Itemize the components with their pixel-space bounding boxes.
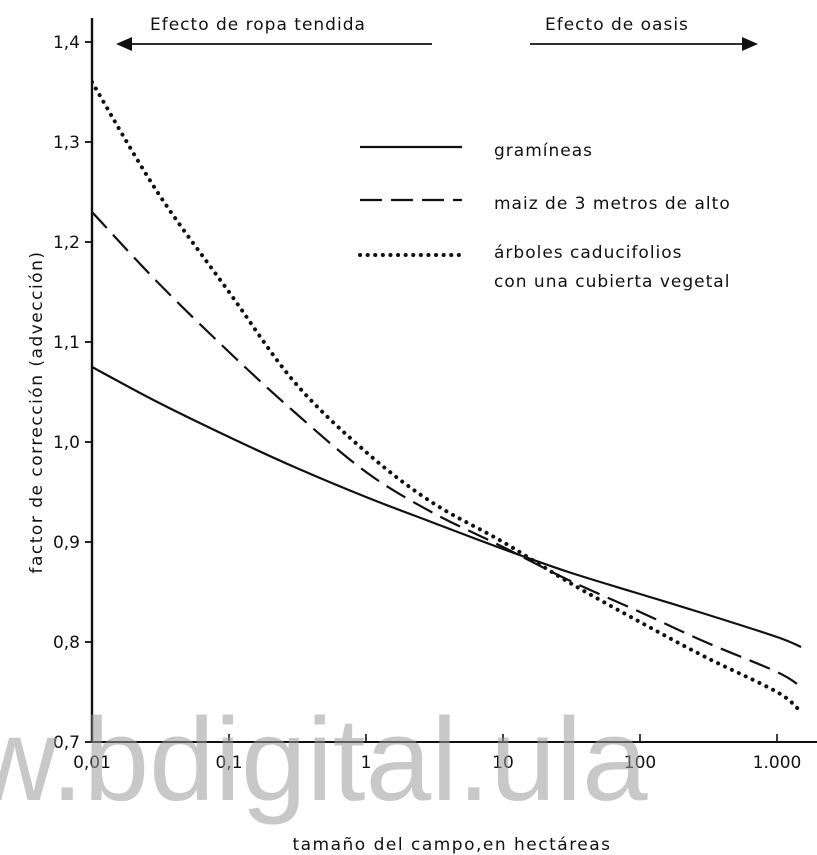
legend-label: gramíneas: [494, 141, 593, 161]
x-tick-label: 100: [624, 753, 656, 773]
legend-label: árboles caducifolios: [494, 243, 683, 263]
header-right-arrowhead: [742, 37, 758, 51]
legend-label: maiz de 3 metros de alto: [494, 194, 731, 214]
axes: [90, 18, 817, 743]
y-tick-label: 1,2: [53, 233, 80, 253]
y-tick-label: 1,4: [53, 33, 80, 53]
x-tick-label: 0,1: [215, 753, 242, 773]
y-tick-label: 1,3: [53, 133, 80, 153]
x-tick-label: 10: [492, 753, 514, 773]
header-right: Efecto de oasis: [530, 8, 758, 51]
x-tick-label: 0,01: [73, 753, 111, 773]
x-tick-label: 1.000: [753, 753, 802, 773]
x-tick-label: 1: [361, 753, 372, 773]
header-left-label: Efecto de ropa tendida: [150, 15, 366, 35]
y-tick-label: 0,8: [53, 633, 80, 653]
series-layer: [92, 80, 804, 714]
header-left-arrowhead: [116, 37, 132, 51]
header-left-label-bg: [144, 8, 420, 38]
legend: gramíneas maiz de 3 metros de alto árboles…: [358, 141, 731, 292]
series-line-dashed: [92, 211, 802, 688]
x-axis-title: tamaño del campo,en hectáreas: [292, 835, 611, 855]
y-tick-label: 0,9: [53, 533, 80, 553]
header-right-label: Efecto de oasis: [545, 15, 689, 35]
header-left: Efecto de ropa tendida: [116, 8, 432, 51]
y-tick-label: 1,1: [53, 333, 80, 353]
y-tick-label: 0,7: [53, 733, 80, 753]
y-tick-label: 1,0: [53, 433, 80, 453]
header-right-label-bg: [538, 8, 734, 38]
legend-label: con una cubierta vegetal: [494, 272, 730, 292]
x-ticks: 0,01 0,1 1 10 100 1.000: [73, 734, 801, 773]
watermark-text: w.bdigital.ula: [0, 694, 648, 826]
series-line-solid: [92, 366, 802, 649]
y-axis-title: factor de corrección (advección): [27, 251, 47, 574]
series-line-dotted: [92, 80, 804, 714]
y-ticks: 0,7 0,8 0,9 1,0 1,1 1,2 1,3 1,4: [53, 33, 92, 753]
